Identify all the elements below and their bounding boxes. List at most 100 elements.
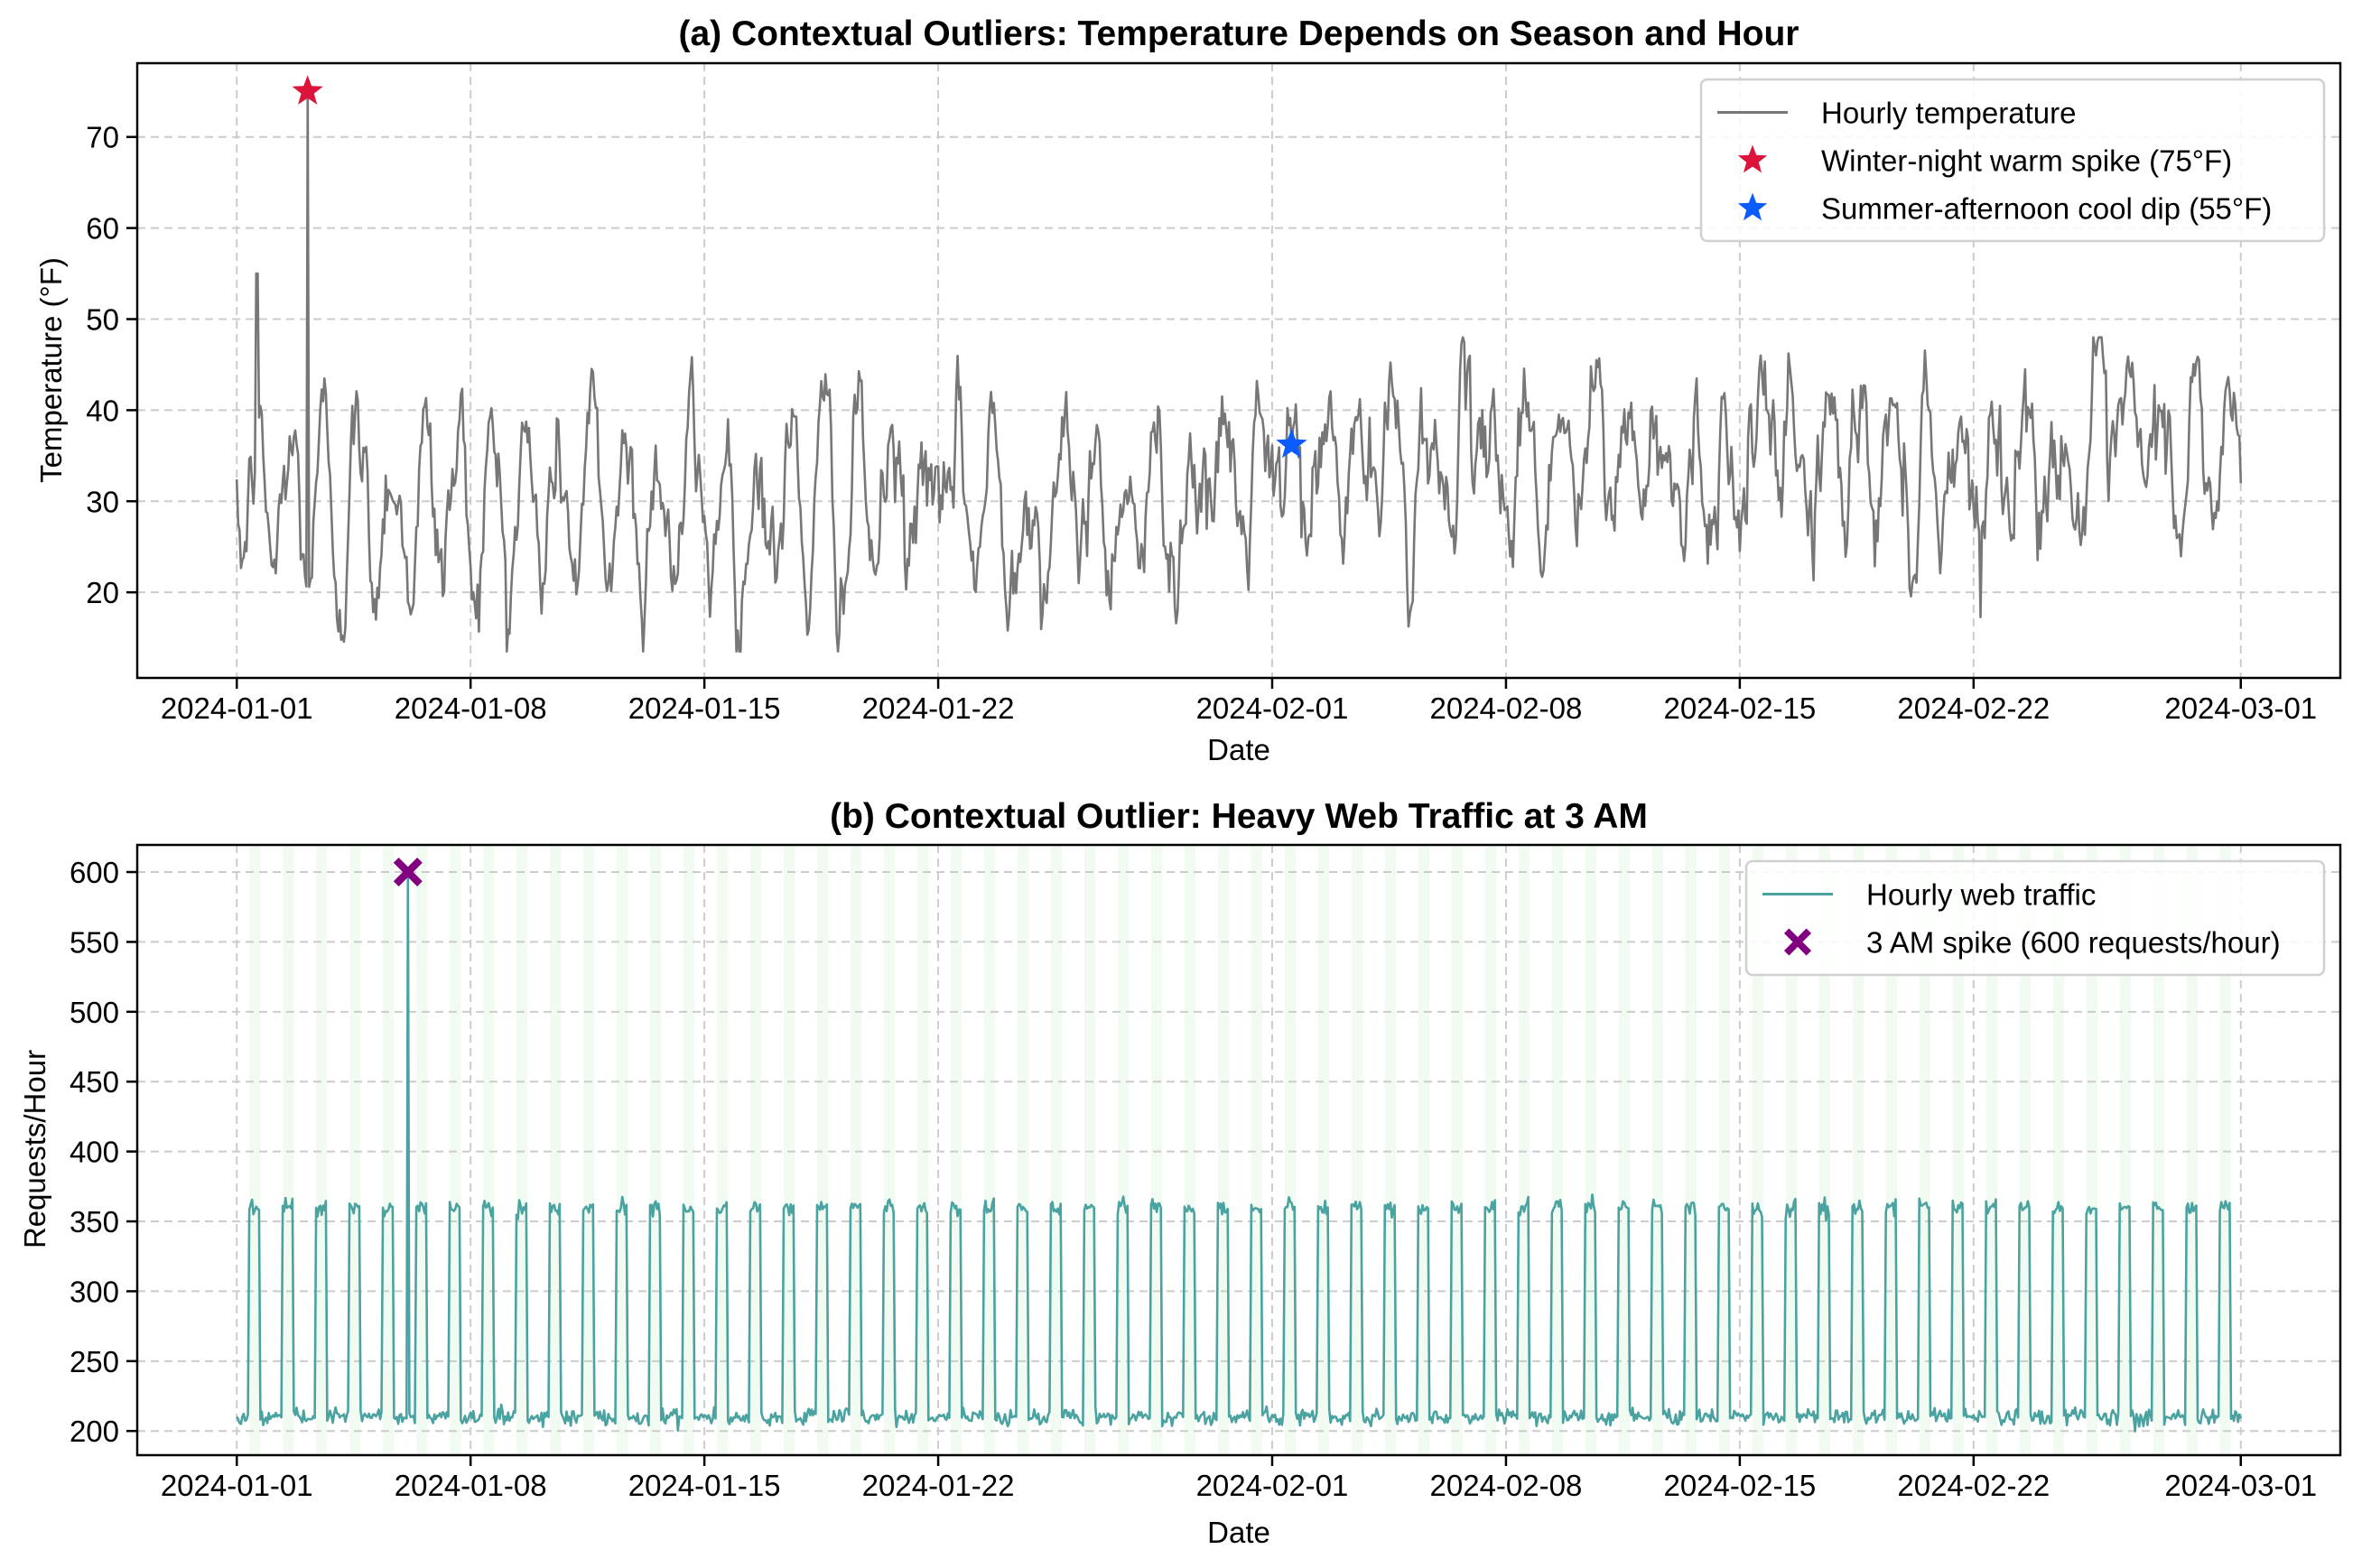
- business-hours-band: [1217, 845, 1230, 1455]
- y-tick-label: 200: [70, 1415, 119, 1448]
- y-axis-label: Requests/Hour: [18, 1050, 51, 1248]
- y-tick-label: 60: [86, 212, 119, 246]
- business-hours-band: [1384, 845, 1397, 1455]
- y-tick-label: 40: [86, 394, 119, 427]
- business-hours-band: [383, 845, 395, 1455]
- business-hours-band: [1651, 845, 1664, 1455]
- y-tick-label: 30: [86, 485, 119, 518]
- business-hours-band: [1518, 845, 1530, 1455]
- business-hours-band: [550, 845, 562, 1455]
- y-tick-label: 20: [86, 576, 119, 609]
- business-hours-band: [950, 845, 962, 1455]
- y-tick-label: 250: [70, 1345, 119, 1378]
- y-tick-label: 300: [70, 1275, 119, 1308]
- business-hours-band: [2186, 845, 2198, 1455]
- web-traffic-panel: (b) Contextual Outlier: Heavy Web Traffi…: [18, 797, 2342, 1549]
- y-tick-label: 400: [70, 1136, 119, 1169]
- business-hours-band: [617, 845, 628, 1455]
- business-hours-band: [650, 845, 662, 1455]
- x-tick-label: 2024-01-08: [395, 1469, 547, 1502]
- x-tick-label: 2024-01-22: [862, 691, 1015, 725]
- legend-label: Hourly temperature: [1821, 97, 2076, 130]
- business-hours-band: [1284, 845, 1297, 1455]
- business-hours-band: [1351, 845, 1363, 1455]
- y-axis-ticks: 200 250 300 350 400 450 500 550 600: [70, 856, 137, 1448]
- business-hours-band: [2219, 845, 2231, 1455]
- business-hours-band: [851, 845, 862, 1455]
- x-tick-label: 2024-01-01: [161, 691, 313, 725]
- business-hours-band: [1150, 845, 1163, 1455]
- business-hours-band: [917, 845, 929, 1455]
- business-hours-band: [349, 845, 361, 1455]
- legend: Hourly temperature Winter-night warm spik…: [1699, 78, 2326, 243]
- legend-star-icon: [1737, 192, 1768, 221]
- y-axis-ticks: 20 30 40 50 60 70: [86, 121, 137, 609]
- y-tick-label: 50: [86, 302, 119, 336]
- y-tick-label: 70: [86, 121, 119, 154]
- business-hours-band: [683, 845, 695, 1455]
- outlier-star-marker: [292, 75, 323, 105]
- y-axis-label: Temperature (°F): [34, 257, 68, 483]
- y-tick-label: 600: [70, 856, 119, 889]
- background-bands: [249, 845, 2231, 1455]
- x-axis-label: Date: [1207, 733, 1270, 766]
- business-hours-band: [1083, 845, 1096, 1455]
- business-hours-band: [1184, 845, 1196, 1455]
- business-hours-band: [983, 845, 996, 1455]
- x-axis-ticks: 2024-01-01 2024-01-08 2024-01-15 2024-01-22…: [161, 1455, 2317, 1502]
- x-tick-label: 2024-02-15: [1663, 691, 1816, 725]
- business-hours-band: [1818, 845, 1830, 1455]
- axes-frame: [135, 843, 2342, 1457]
- business-hours-band: [2153, 845, 2164, 1455]
- x-tick-label: 2024-02-01: [1196, 1469, 1349, 1502]
- business-hours-band: [750, 845, 762, 1455]
- business-hours-band: [1985, 845, 1997, 1455]
- legend-x-icon: [1784, 928, 1811, 956]
- series-line: [235, 90, 2243, 653]
- x-tick-label: 2024-02-22: [1897, 1469, 2050, 1502]
- x-tick-label: 2024-01-22: [862, 1469, 1015, 1502]
- business-hours-band: [1885, 845, 1897, 1455]
- x-tick-label: 2024-02-08: [1430, 691, 1583, 725]
- series-layer: [236, 870, 2243, 1433]
- legend-label: Hourly web traffic: [1866, 878, 2096, 912]
- legend-label: Summer-afternoon cool dip (55°F): [1821, 192, 2272, 226]
- outlier-x-marker: [393, 858, 423, 886]
- business-hours-band: [717, 845, 729, 1455]
- marker-layer: [292, 75, 1307, 459]
- series-line: [236, 870, 2243, 1433]
- x-tick-label: 2024-01-08: [395, 691, 547, 725]
- temperature-panel: (a) Contextual Outliers: Temperature Dep…: [34, 14, 2342, 766]
- business-hours-band: [784, 845, 795, 1455]
- business-hours-band: [283, 845, 294, 1455]
- business-hours-band: [1251, 845, 1263, 1455]
- business-hours-band: [1484, 845, 1497, 1455]
- y-tick-label: 550: [70, 925, 119, 959]
- legend-star-icon: [1737, 144, 1768, 173]
- business-hours-band: [1017, 845, 1029, 1455]
- axes-frame: [135, 61, 2342, 680]
- business-hours-band: [1551, 845, 1564, 1455]
- legend: Hourly web traffic 3 AM spike (600 reques…: [1744, 859, 2326, 977]
- business-hours-band: [483, 845, 495, 1455]
- business-hours-band: [2086, 845, 2097, 1455]
- business-hours-band: [1451, 845, 1464, 1455]
- series-layer: [235, 90, 2243, 653]
- chart-title: (a) Contextual Outliers: Temperature Dep…: [679, 14, 1799, 53]
- x-tick-label: 2024-02-01: [1196, 691, 1349, 725]
- marker-layer: [393, 858, 423, 886]
- business-hours-band: [1919, 845, 1930, 1455]
- business-hours-band: [583, 845, 595, 1455]
- business-hours-band: [2119, 845, 2131, 1455]
- y-tick-label: 450: [70, 1065, 119, 1099]
- business-hours-band: [1585, 845, 1597, 1455]
- business-hours-band: [249, 845, 261, 1455]
- x-tick-label: 2024-02-08: [1430, 1469, 1583, 1502]
- x-tick-label: 2024-03-01: [2164, 691, 2317, 725]
- business-hours-band: [1117, 845, 1130, 1455]
- x-axis-ticks: 2024-01-01 2024-01-08 2024-01-15 2024-01-22…: [161, 678, 2317, 725]
- business-hours-band: [316, 845, 328, 1455]
- business-hours-band: [1718, 845, 1731, 1455]
- x-tick-label: 2024-02-22: [1897, 691, 2050, 725]
- y-tick-label: 500: [70, 996, 119, 1029]
